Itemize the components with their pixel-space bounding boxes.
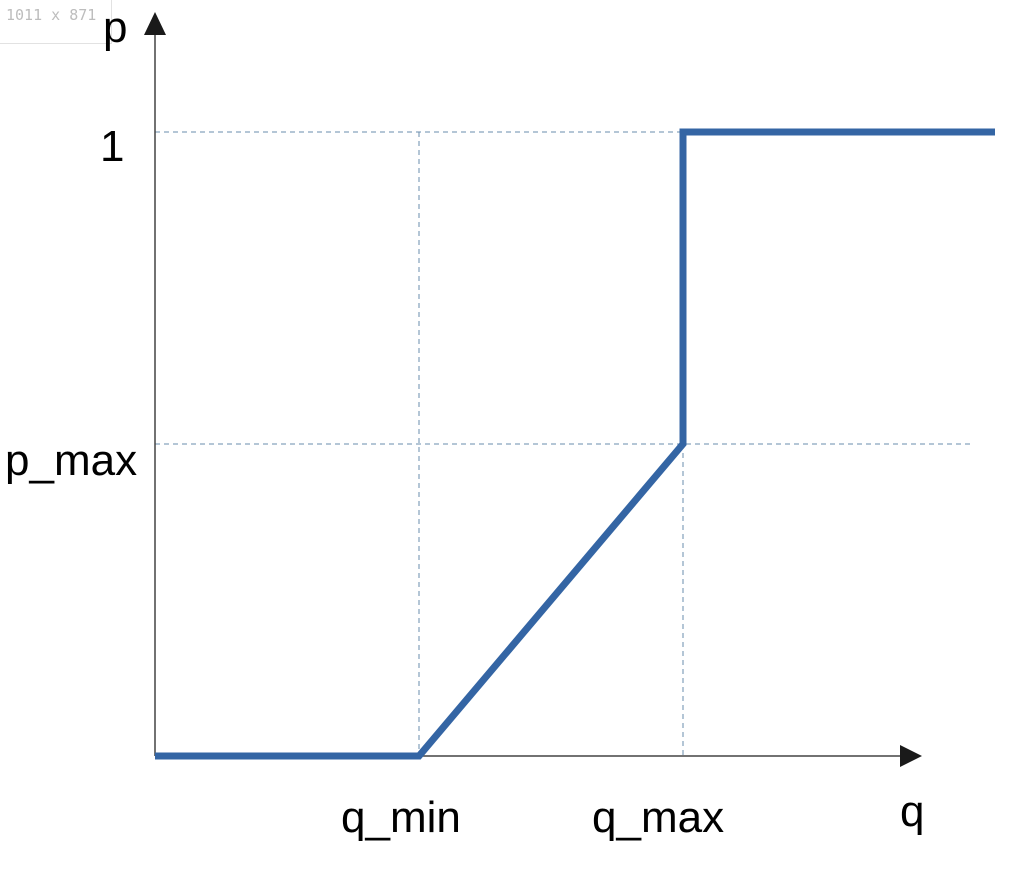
- x-axis-label: q: [900, 787, 924, 836]
- y-tick-label-1: 1: [100, 122, 124, 171]
- x-tick-label-qmin: q_min: [341, 793, 461, 842]
- canvas-size-badge: 1011 x 871: [0, 0, 112, 44]
- y-tick-label-pmax: p_max: [5, 436, 137, 485]
- probability-curve: [155, 128, 995, 760]
- canvas-size-text: 1011 x 871: [6, 6, 97, 24]
- y-axis-arrowhead: [144, 12, 166, 35]
- y-axis-label: p: [103, 3, 127, 52]
- x-tick-label-qmax: q_max: [592, 793, 724, 842]
- x-axis-arrowhead: [900, 745, 922, 767]
